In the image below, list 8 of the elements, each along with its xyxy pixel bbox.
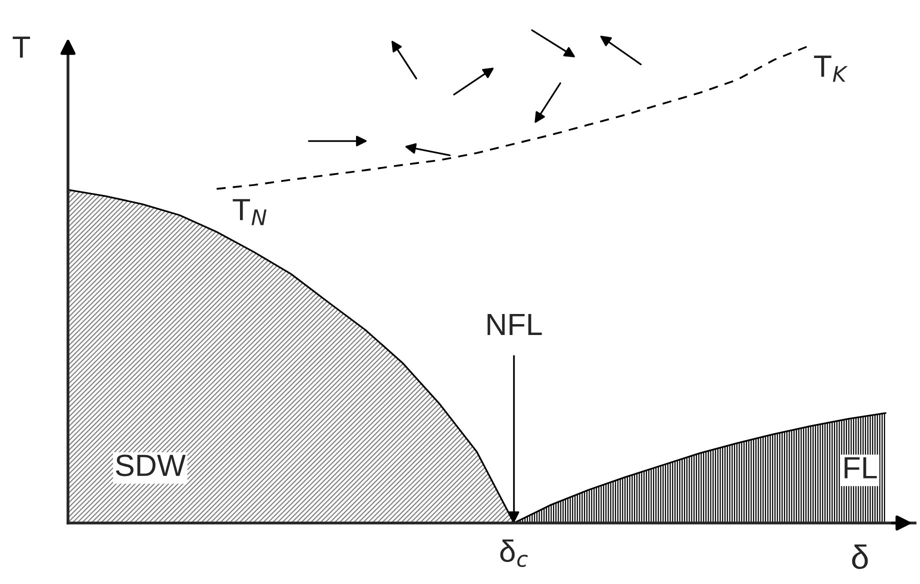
annotation: T$_{N}$ [232, 199, 266, 226]
annotation: NFL [488, 314, 542, 335]
y-axis-title: T [12, 36, 30, 58]
annotation: FL [844, 457, 877, 478]
annotation: T$_{K}$ [814, 56, 848, 82]
text: δ$_{c}$ [500, 540, 528, 567]
annotation: SDW [116, 454, 186, 476]
x-axis-title: δ [852, 544, 868, 569]
